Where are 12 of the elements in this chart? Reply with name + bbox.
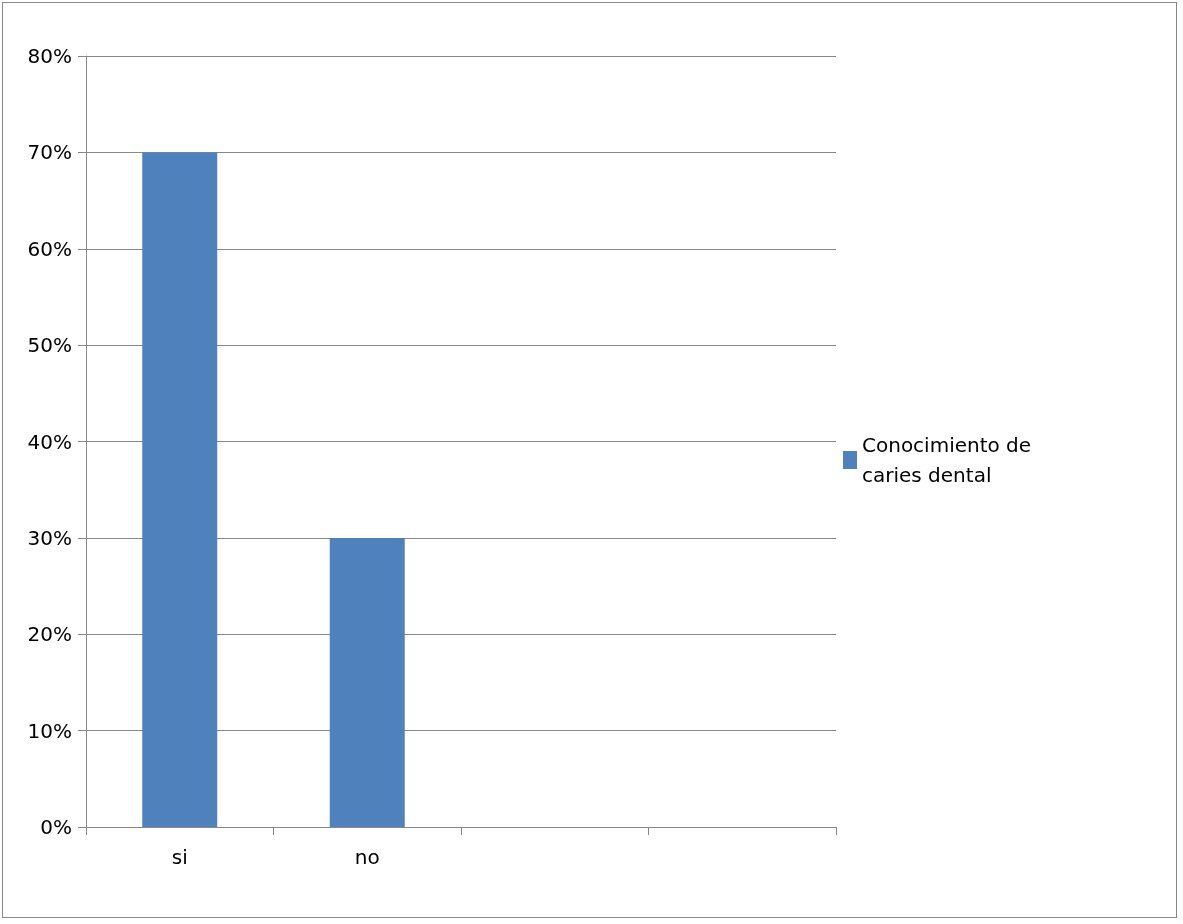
y-tick-label: 60% bbox=[27, 236, 72, 261]
y-tick-label: 70% bbox=[27, 140, 72, 165]
y-tick-label: 40% bbox=[27, 429, 72, 454]
y-tick-label: 10% bbox=[27, 718, 72, 743]
legend-label: Conocimiento de caries dental bbox=[862, 433, 1038, 487]
x-tick-label: si bbox=[171, 845, 188, 869]
x-tick-label: no bbox=[354, 845, 380, 869]
y-tick-label: 0% bbox=[40, 815, 72, 839]
y-tick-label: 20% bbox=[27, 622, 72, 647]
y-tick-label: 80% bbox=[27, 44, 72, 68]
y-tick-label: 50% bbox=[27, 333, 72, 358]
y-tick-label: 30% bbox=[27, 525, 72, 550]
